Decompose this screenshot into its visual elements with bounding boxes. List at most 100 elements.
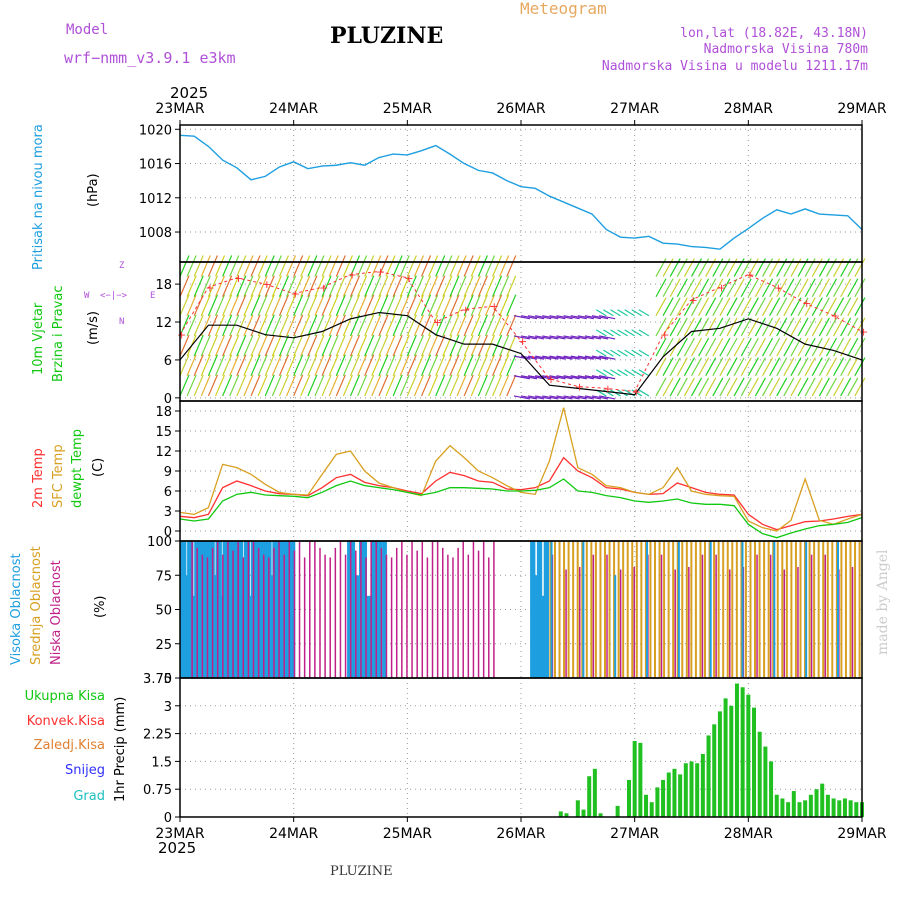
precip-bar <box>683 763 688 817</box>
wind-arrow <box>527 355 545 360</box>
precip-bar <box>780 798 785 817</box>
wind-arrow <box>747 317 759 337</box>
precip-bar <box>729 705 734 817</box>
wind-arrow <box>549 355 566 360</box>
cloud-bar <box>234 541 239 678</box>
wind-arrow <box>610 309 621 317</box>
wind-arrow <box>825 357 838 377</box>
cloud-bar <box>763 541 766 678</box>
wind-arrow <box>236 334 247 357</box>
wind-arrow <box>705 377 717 397</box>
wind-arrow <box>378 275 389 297</box>
wind-arrow <box>293 354 304 376</box>
wind-arrow <box>413 354 424 376</box>
wind-arrow <box>669 278 681 298</box>
wind-arrow <box>236 354 247 376</box>
gust-marker: + <box>291 288 300 301</box>
wind-arrow <box>506 374 517 397</box>
cloud-bar <box>613 541 616 678</box>
wind-arrow <box>790 317 802 337</box>
cloud-bar <box>658 541 661 678</box>
wind-arrow <box>321 374 332 397</box>
wind-arrow <box>364 354 375 376</box>
y-tick-label: 6 <box>164 485 172 500</box>
y-tick-label: 0 <box>164 672 172 687</box>
precip-bar <box>626 779 631 817</box>
wind-arrow <box>484 294 496 316</box>
cloud-bar <box>708 541 711 678</box>
gust-marker: + <box>490 300 499 313</box>
wind-arrow <box>712 297 724 316</box>
precip-bar <box>842 798 847 817</box>
wind-arrow <box>300 314 311 337</box>
wind-arrow <box>854 357 866 377</box>
precip-bar <box>814 789 819 817</box>
wind-arrow <box>442 374 453 397</box>
wind-arrow <box>264 255 275 277</box>
wind-arrow <box>669 297 681 316</box>
wind-arrow <box>286 275 297 297</box>
wind-arrow <box>513 315 531 320</box>
wind-arrow <box>776 317 788 337</box>
wind-arrow <box>840 377 852 397</box>
cloud-bar <box>262 541 267 678</box>
wind-arrow <box>499 314 510 337</box>
wind-arrow <box>428 354 439 376</box>
wind-arrow <box>399 275 410 297</box>
wind-arrow <box>278 374 290 397</box>
wind-arrow <box>264 294 275 316</box>
wind-arrow <box>762 278 774 298</box>
wind-arrow <box>357 374 368 397</box>
cloud-bar <box>288 541 291 678</box>
y-tick-label: 15 <box>155 425 172 440</box>
wind-arrow <box>790 278 802 298</box>
wind-arrow <box>186 354 197 376</box>
wind-arrow <box>804 337 816 357</box>
wind-arrow <box>413 275 424 297</box>
wind-arrow <box>349 294 361 316</box>
cloud-bar <box>644 541 647 678</box>
precip-bar <box>689 761 694 817</box>
cloud-bar <box>201 554 204 678</box>
cloud-bar <box>660 554 663 678</box>
gust-marker: + <box>575 380 584 393</box>
wind-arrow <box>250 314 261 337</box>
wind-arrow <box>676 377 688 397</box>
precip-axis-label: 1hr Precip (mm) <box>113 697 128 802</box>
wind-arrow <box>470 334 481 357</box>
wind-arrow <box>825 317 838 337</box>
wind-arrow <box>492 374 503 397</box>
wind-arrow <box>840 278 852 298</box>
precip-conv-label: Konvek.Kisa <box>27 714 105 729</box>
wind-arrow <box>563 335 580 340</box>
wind-arrow <box>271 314 282 337</box>
wind-arrow <box>243 275 254 297</box>
wind-arrow <box>669 357 681 377</box>
precip-frz-label: Zaledj.Kisa <box>34 738 105 753</box>
wind-arrow <box>840 357 852 377</box>
wind-arrow <box>378 314 389 337</box>
cloud-bar <box>284 541 289 678</box>
cloud-unit: (%) <box>93 596 108 619</box>
wind-arrow <box>371 255 382 277</box>
x-tick-label: 27MAR <box>610 101 659 117</box>
cloud-bar <box>283 554 285 678</box>
cloud-bar <box>541 595 545 678</box>
gust-marker: + <box>689 294 698 307</box>
cloud-bar <box>406 554 408 678</box>
wind-arrow <box>769 357 781 377</box>
wind-arrow <box>818 278 830 298</box>
cloud-bar <box>360 541 362 678</box>
cloud-bar <box>216 541 219 678</box>
model-altitude: Nadmorska Visina u modelu 1211.17m <box>602 59 868 74</box>
cloud-bar <box>729 569 731 678</box>
wind-arrow <box>747 357 759 377</box>
gust-marker: + <box>660 329 669 342</box>
cloud-bar <box>227 541 229 678</box>
wind-arrow <box>229 374 240 397</box>
cloud-bar <box>213 575 218 678</box>
y-tick-label: 18 <box>155 405 172 420</box>
wind-arrow <box>811 297 823 316</box>
cloud-bar <box>831 541 834 678</box>
wind-arrow <box>591 375 609 380</box>
